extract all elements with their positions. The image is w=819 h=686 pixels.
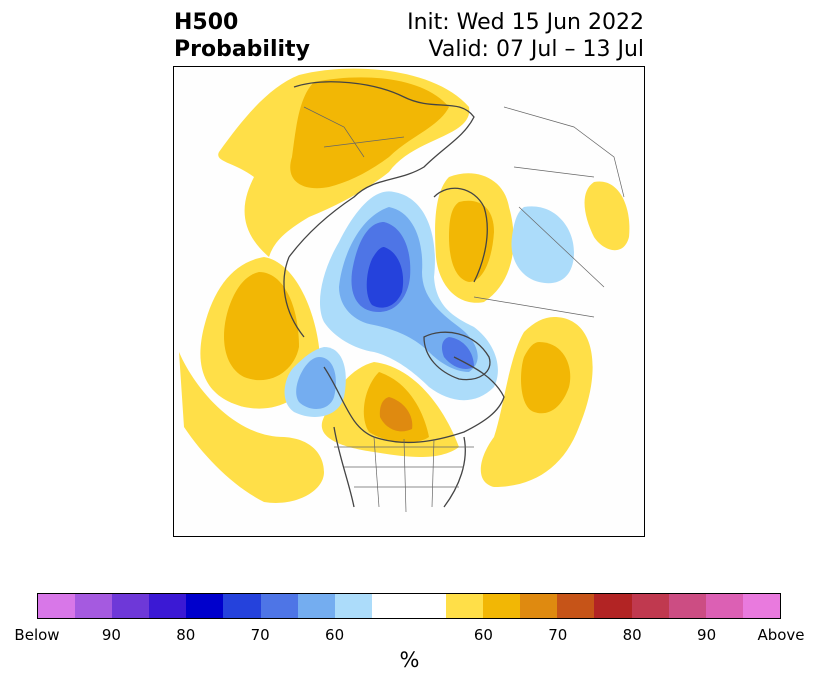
deep-greenland — [441, 337, 474, 369]
coast-us-east — [443, 436, 466, 508]
colorbar-swatch — [186, 594, 224, 618]
coast-scandinavia — [433, 187, 488, 283]
colorbar — [37, 593, 781, 619]
colorbar-swatch — [38, 594, 76, 618]
coast-asia-east — [283, 256, 305, 338]
colorbar-swatch — [594, 594, 632, 618]
colorbar-swatch — [75, 594, 113, 618]
colorbar-tick-label: 80 — [622, 626, 642, 644]
coast-north-america — [323, 356, 505, 444]
colorbar-tick-label: Above — [757, 626, 805, 644]
colorbar-swatch — [483, 594, 521, 618]
above-70-regions — [224, 77, 571, 443]
colorbar-swatch — [557, 594, 595, 618]
colorbar-swatch — [446, 594, 484, 618]
borders — [303, 106, 625, 513]
colorbar-swatch — [668, 594, 706, 618]
colorbar-ticks: Below 90 80 70 60 60 70 80 90 Above — [0, 626, 819, 646]
below-80-arctic — [366, 247, 404, 308]
colorbar-swatch — [112, 594, 150, 618]
chart-title: H500 Probability — [174, 9, 310, 63]
colorbar-swatch — [260, 594, 298, 618]
colorbar-tick-label: 90 — [697, 626, 717, 644]
init-date: Init: Wed 15 Jun 2022 — [407, 10, 644, 35]
colorbar-tick-label: Below — [14, 626, 60, 644]
colorbar-swatch — [334, 594, 372, 618]
colorbar-tick-label: 70 — [250, 626, 270, 644]
region-pacific-lower — [179, 352, 324, 503]
colorbar-tick-label: 70 — [548, 626, 568, 644]
region-east-siberia — [584, 181, 630, 251]
valid-range: Valid: 07 Jul – 13 Jul — [428, 37, 644, 62]
coast-us-west — [333, 426, 355, 508]
colorbar-swatch — [297, 594, 335, 618]
coastlines — [283, 81, 505, 508]
probability-map — [173, 66, 645, 537]
colorbar-tick-label: 60 — [473, 626, 493, 644]
colorbar-tick-label: 60 — [325, 626, 345, 644]
core-north-atlantic — [521, 342, 571, 414]
title-quantity: Probability — [174, 37, 310, 62]
colorbar-swatch — [149, 594, 187, 618]
colorbar-swatch — [705, 594, 743, 618]
title-variable: H500 — [174, 10, 239, 35]
region-siberia — [511, 206, 574, 284]
coast-eurasia — [288, 81, 475, 258]
colorbar-swatch — [223, 594, 261, 618]
coast-greenland — [423, 331, 491, 381]
core-east-asia — [290, 77, 449, 189]
core-north-pacific — [224, 272, 299, 381]
above-75-central-canada — [379, 397, 413, 432]
colorbar-swatch — [631, 594, 669, 618]
colorbar-tick-label: 80 — [176, 626, 196, 644]
colorbar-swatch — [408, 594, 447, 618]
probability-map-svg — [179, 68, 630, 513]
colorbar-swatch — [371, 594, 409, 618]
colorbar-tick-label: 90 — [101, 626, 121, 644]
colorbar-swatch — [520, 594, 558, 618]
chart-dates: Init: Wed 15 Jun 2022 Valid: 07 Jul – 13… — [407, 9, 644, 63]
colorbar-swatch — [742, 594, 780, 618]
colorbar-unit-label: % — [399, 648, 420, 672]
